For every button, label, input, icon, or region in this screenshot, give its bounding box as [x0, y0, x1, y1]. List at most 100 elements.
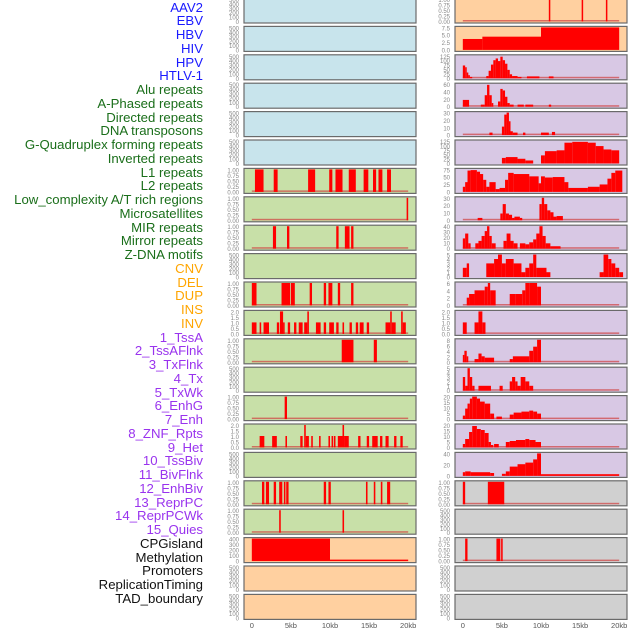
data-bar — [529, 410, 534, 420]
data-bar — [523, 132, 526, 136]
y-tick-label: 0.75 — [227, 288, 239, 294]
y-tick-label: 0.00 — [227, 190, 239, 196]
data-bar — [465, 538, 468, 562]
y-tick-label: 1.00 — [227, 509, 239, 515]
y-tick-label: 0.00 — [438, 503, 450, 509]
data-bar — [469, 294, 475, 306]
data-bar — [484, 403, 491, 420]
data-bar — [529, 242, 534, 249]
data-bar — [513, 243, 518, 249]
track-label: Alu repeats — [136, 82, 203, 97]
data-bar — [521, 411, 530, 420]
data-bar — [469, 377, 473, 391]
data-bar — [487, 226, 490, 249]
data-bar — [499, 187, 506, 192]
track-label: 15_Quies — [146, 522, 203, 537]
data-bar — [603, 149, 612, 164]
y-tick-label: 0 — [236, 20, 240, 26]
data-bar — [500, 88, 503, 107]
y-tick-label: 400 — [229, 59, 240, 65]
track-panel — [243, 565, 417, 592]
baseline — [251, 247, 409, 249]
data-bar — [470, 472, 491, 476]
data-bar — [552, 177, 565, 192]
x-tick-label: 0 — [250, 621, 254, 630]
data-bar — [462, 267, 467, 278]
y-tick-label: 100 — [229, 554, 240, 560]
y-tick-label: 400 — [229, 258, 240, 264]
data-bar — [323, 283, 327, 306]
data-bar — [474, 359, 479, 363]
data-bar — [550, 212, 554, 221]
y-tick-label: 0.25 — [438, 15, 450, 21]
y-tick-label: 15 — [443, 430, 450, 436]
y-tick-label: 1 — [447, 385, 451, 391]
data-bar — [472, 426, 477, 448]
track-label: Methylation — [135, 549, 203, 565]
y-tick-label: 200 — [229, 40, 240, 46]
track-label: MIR repeats — [131, 219, 203, 235]
data-bar — [537, 453, 541, 476]
y-tick-label: 500 — [229, 367, 240, 373]
data-bar — [261, 481, 265, 505]
data-bar — [533, 346, 538, 363]
data-bar — [498, 101, 501, 107]
data-bar — [484, 357, 495, 363]
y-tick-label: 0.25 — [227, 526, 239, 532]
y-tick-label: 0.50 — [438, 492, 450, 498]
track-panel — [243, 110, 417, 138]
track-panel — [454, 110, 628, 138]
y-tick-label: 1.00 — [227, 168, 239, 174]
track-label: Mirror repeats — [120, 233, 203, 249]
data-bar — [533, 254, 537, 278]
track-panel — [454, 593, 628, 621]
data-bar — [286, 481, 289, 505]
baseline — [462, 389, 620, 391]
y-tick-label: 300 — [229, 7, 240, 13]
y-tick-label: 300 — [440, 575, 451, 581]
data-bar — [287, 322, 291, 334]
data-bar — [323, 481, 327, 505]
baseline — [251, 531, 409, 533]
y-tick-label: 0 — [236, 77, 240, 83]
data-bar — [494, 444, 499, 448]
y-tick-label: 0 — [447, 389, 451, 395]
y-tick-label: 10 — [443, 407, 450, 413]
track-panel — [243, 508, 417, 535]
track-label: 4_Tx — [173, 370, 203, 386]
data-bar — [513, 263, 522, 278]
data-bar — [462, 377, 466, 391]
y-tick-label: 1.00 — [227, 396, 239, 402]
data-bar — [498, 61, 501, 79]
track-label: Microsatellites — [119, 205, 203, 221]
data-bar — [287, 226, 290, 249]
data-bar — [319, 436, 321, 448]
y-tick-label: 0.0 — [442, 48, 451, 54]
data-bar — [506, 112, 509, 136]
data-bar — [466, 356, 469, 363]
y-tick-label: 400 — [440, 514, 451, 520]
data-bar — [469, 76, 473, 79]
y-tick-label: 400 — [440, 570, 451, 576]
data-bar — [512, 217, 515, 221]
track-label: A-Phased repeats — [97, 95, 203, 111]
y-tick-label: 100 — [229, 584, 240, 590]
data-bar — [488, 442, 491, 448]
y-tick-label: 75 — [443, 149, 450, 155]
y-tick-label: 2.5 — [442, 41, 451, 47]
y-tick-label: 0.25 — [227, 299, 239, 305]
y-tick-label: 100 — [229, 101, 240, 107]
data-bar — [608, 259, 612, 278]
data-bar — [605, 0, 608, 22]
y-tick-label: 0.00 — [227, 304, 239, 310]
y-tick-label: 100 — [440, 59, 451, 65]
data-bar — [509, 466, 518, 476]
data-bar — [486, 186, 490, 192]
y-tick-label: 0.50 — [227, 293, 239, 299]
data-bar — [341, 339, 354, 363]
data-bar — [502, 90, 506, 107]
y-tick-label: 500 — [229, 83, 240, 89]
data-bar — [615, 267, 620, 278]
y-tick-label: 100 — [440, 527, 451, 533]
data-bar — [331, 436, 334, 448]
